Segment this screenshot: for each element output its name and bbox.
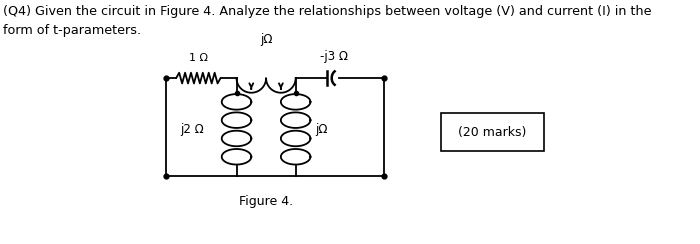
- Text: (20 marks): (20 marks): [458, 126, 526, 139]
- Text: -j3 Ω: -j3 Ω: [320, 51, 348, 63]
- Text: (Q4) Given the circuit in Figure 4. Analyze the relationships between voltage (V: (Q4) Given the circuit in Figure 4. Anal…: [3, 5, 652, 37]
- Text: j2 Ω: j2 Ω: [180, 123, 204, 136]
- Text: Figure 4.: Figure 4.: [239, 195, 293, 208]
- Text: jΩ: jΩ: [260, 33, 272, 46]
- Text: 1 Ω: 1 Ω: [189, 53, 208, 63]
- Text: jΩ: jΩ: [315, 123, 328, 136]
- FancyBboxPatch shape: [440, 113, 544, 151]
